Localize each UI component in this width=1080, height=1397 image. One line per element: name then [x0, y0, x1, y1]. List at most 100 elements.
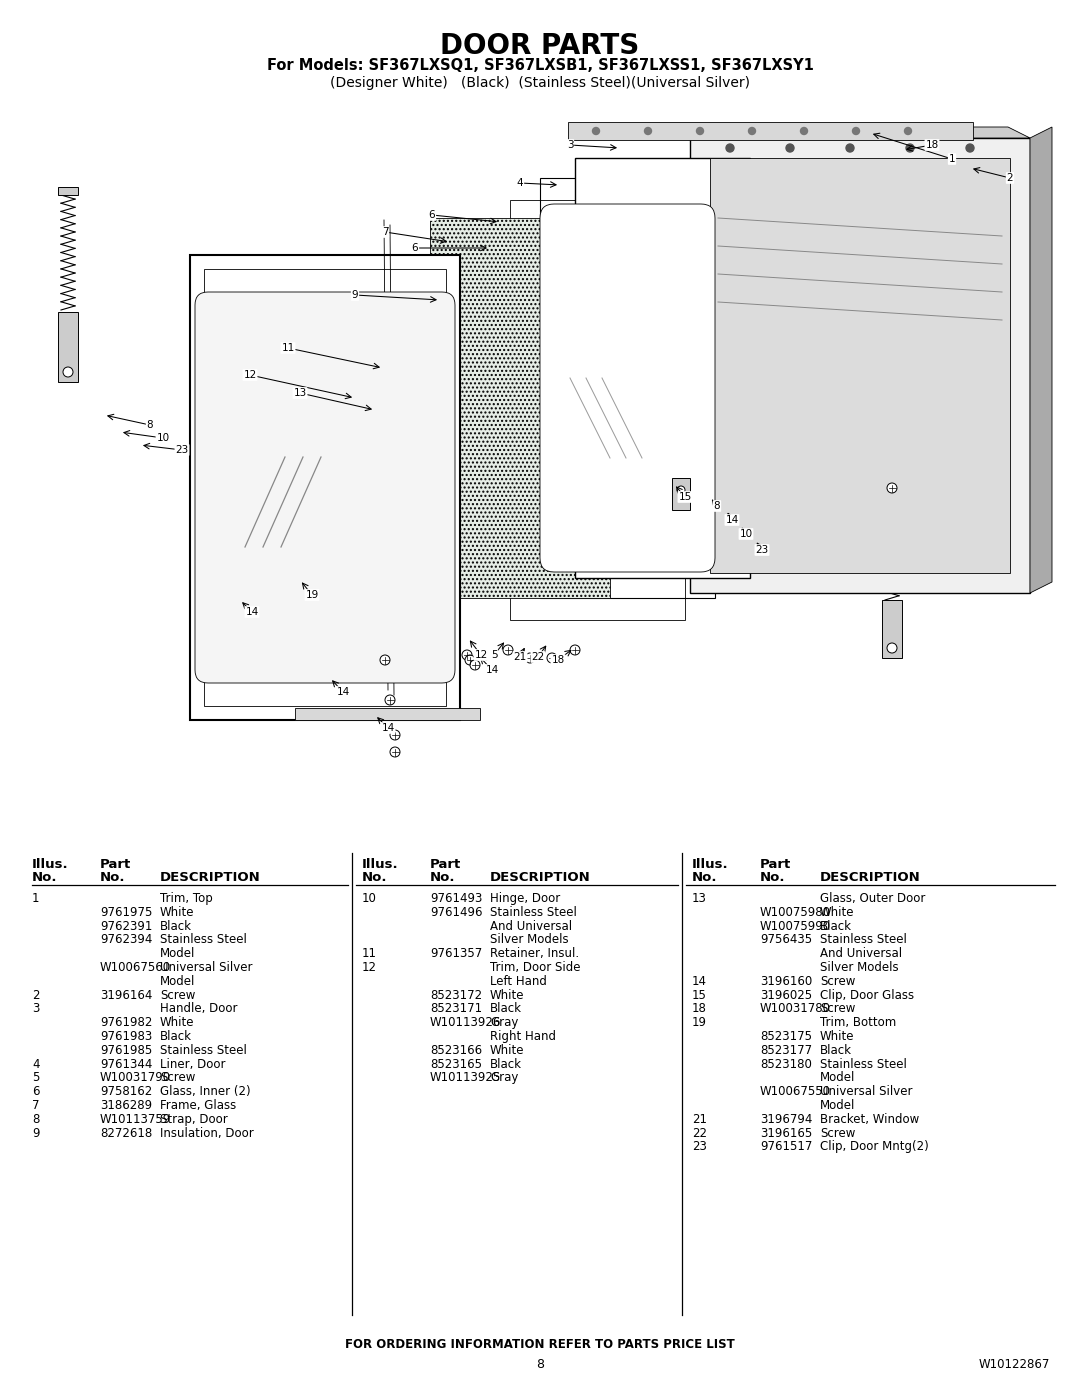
- Text: No.: No.: [430, 870, 456, 884]
- Text: W10067550: W10067550: [760, 1085, 831, 1098]
- Text: 22: 22: [531, 652, 544, 662]
- FancyBboxPatch shape: [540, 204, 715, 571]
- Text: 9761983: 9761983: [100, 1030, 152, 1044]
- Text: 10: 10: [157, 433, 170, 443]
- Text: DOOR PARTS: DOOR PARTS: [441, 32, 639, 60]
- Text: Retainer, Insul.: Retainer, Insul.: [490, 947, 579, 960]
- Text: 9761496: 9761496: [430, 905, 483, 919]
- Circle shape: [470, 659, 480, 671]
- Circle shape: [462, 650, 472, 659]
- Text: FOR ORDERING INFORMATION REFER TO PARTS PRICE LIST: FOR ORDERING INFORMATION REFER TO PARTS …: [346, 1338, 734, 1351]
- Text: 5: 5: [490, 650, 497, 659]
- Text: 7: 7: [381, 226, 389, 237]
- Text: 3196164: 3196164: [100, 989, 152, 1002]
- Text: No.: No.: [100, 870, 125, 884]
- Text: 18: 18: [926, 140, 939, 149]
- Text: White: White: [160, 1016, 194, 1030]
- Text: Trim, Bottom: Trim, Bottom: [820, 1016, 896, 1030]
- Text: 8523177: 8523177: [760, 1044, 812, 1056]
- Text: (Designer White)   (Black)  (Stainless Steel)(Universal Silver): (Designer White) (Black) (Stainless Stee…: [330, 75, 750, 89]
- Text: Bracket, Window: Bracket, Window: [820, 1113, 919, 1126]
- Text: Glass, Outer Door: Glass, Outer Door: [820, 893, 926, 905]
- Circle shape: [966, 144, 974, 152]
- Text: Universal Silver: Universal Silver: [820, 1085, 913, 1098]
- Text: Part: Part: [100, 858, 132, 870]
- Text: 12: 12: [474, 650, 488, 659]
- Circle shape: [786, 144, 794, 152]
- Text: 14: 14: [336, 687, 350, 697]
- Text: 23: 23: [175, 446, 189, 455]
- Text: 12: 12: [362, 961, 377, 974]
- Polygon shape: [295, 708, 480, 719]
- Text: Trim, Top: Trim, Top: [160, 893, 213, 905]
- Circle shape: [384, 694, 395, 705]
- Circle shape: [887, 483, 897, 493]
- Text: 21: 21: [692, 1113, 707, 1126]
- Circle shape: [905, 127, 912, 134]
- Text: 8523180: 8523180: [760, 1058, 812, 1070]
- Text: No.: No.: [692, 870, 717, 884]
- Text: Universal Silver: Universal Silver: [160, 961, 253, 974]
- Text: 15: 15: [692, 989, 707, 1002]
- Text: 3196160: 3196160: [760, 975, 812, 988]
- Text: 7: 7: [32, 1099, 40, 1112]
- Text: White: White: [820, 905, 854, 919]
- Text: White: White: [160, 905, 194, 919]
- Text: 3196165: 3196165: [760, 1126, 812, 1140]
- Text: Stainless Steel: Stainless Steel: [160, 1044, 247, 1056]
- Text: 11: 11: [362, 947, 377, 960]
- Circle shape: [697, 127, 703, 134]
- Text: W10113759: W10113759: [100, 1113, 172, 1126]
- Text: W10075980: W10075980: [760, 905, 831, 919]
- Text: Silver Models: Silver Models: [820, 961, 899, 974]
- Polygon shape: [430, 218, 610, 598]
- Circle shape: [503, 645, 513, 655]
- Text: 13: 13: [294, 388, 307, 398]
- Text: 18: 18: [692, 1003, 707, 1016]
- Text: Screw: Screw: [160, 1071, 195, 1084]
- Text: 23: 23: [755, 545, 769, 555]
- Polygon shape: [568, 122, 973, 140]
- Text: 22: 22: [692, 1126, 707, 1140]
- Text: Black: Black: [820, 1044, 852, 1056]
- Text: 9762391: 9762391: [100, 919, 152, 933]
- Text: 4: 4: [32, 1058, 40, 1070]
- Text: 3196794: 3196794: [760, 1113, 812, 1126]
- Text: 9756435: 9756435: [760, 933, 812, 946]
- Text: Hinge, Door: Hinge, Door: [490, 893, 561, 905]
- Text: 10: 10: [740, 529, 753, 539]
- Text: 1: 1: [948, 154, 956, 163]
- Text: DESCRIPTION: DESCRIPTION: [820, 870, 921, 884]
- Text: 8: 8: [32, 1113, 39, 1126]
- Circle shape: [593, 127, 599, 134]
- Text: Model: Model: [160, 975, 195, 988]
- Text: 13: 13: [692, 893, 707, 905]
- Text: Strap, Door: Strap, Door: [160, 1113, 228, 1126]
- Text: 10: 10: [362, 893, 377, 905]
- Text: 9758162: 9758162: [100, 1085, 152, 1098]
- Text: 9762394: 9762394: [100, 933, 152, 946]
- Text: Right Hand: Right Hand: [490, 1030, 556, 1044]
- Text: Illus.: Illus.: [32, 858, 69, 870]
- Text: Glass, Inner (2): Glass, Inner (2): [160, 1085, 251, 1098]
- Text: 9761357: 9761357: [430, 947, 483, 960]
- Text: 14: 14: [485, 665, 499, 675]
- Text: 8523172: 8523172: [430, 989, 482, 1002]
- Polygon shape: [882, 599, 902, 658]
- Circle shape: [380, 655, 390, 665]
- Text: White: White: [490, 1044, 525, 1056]
- Text: Screw: Screw: [820, 975, 855, 988]
- Circle shape: [390, 731, 400, 740]
- Text: W10067560: W10067560: [100, 961, 171, 974]
- Text: Clip, Door Glass: Clip, Door Glass: [820, 989, 914, 1002]
- Text: 6: 6: [32, 1085, 40, 1098]
- Text: 9761982: 9761982: [100, 1016, 152, 1030]
- Text: 9: 9: [32, 1126, 40, 1140]
- Text: 9: 9: [352, 291, 359, 300]
- Text: Stainless Steel: Stainless Steel: [820, 933, 907, 946]
- Text: 8: 8: [147, 420, 153, 430]
- Text: 14: 14: [381, 724, 394, 733]
- Text: 8523166: 8523166: [430, 1044, 482, 1056]
- Text: 3186289: 3186289: [100, 1099, 152, 1112]
- Text: Screw: Screw: [820, 1003, 855, 1016]
